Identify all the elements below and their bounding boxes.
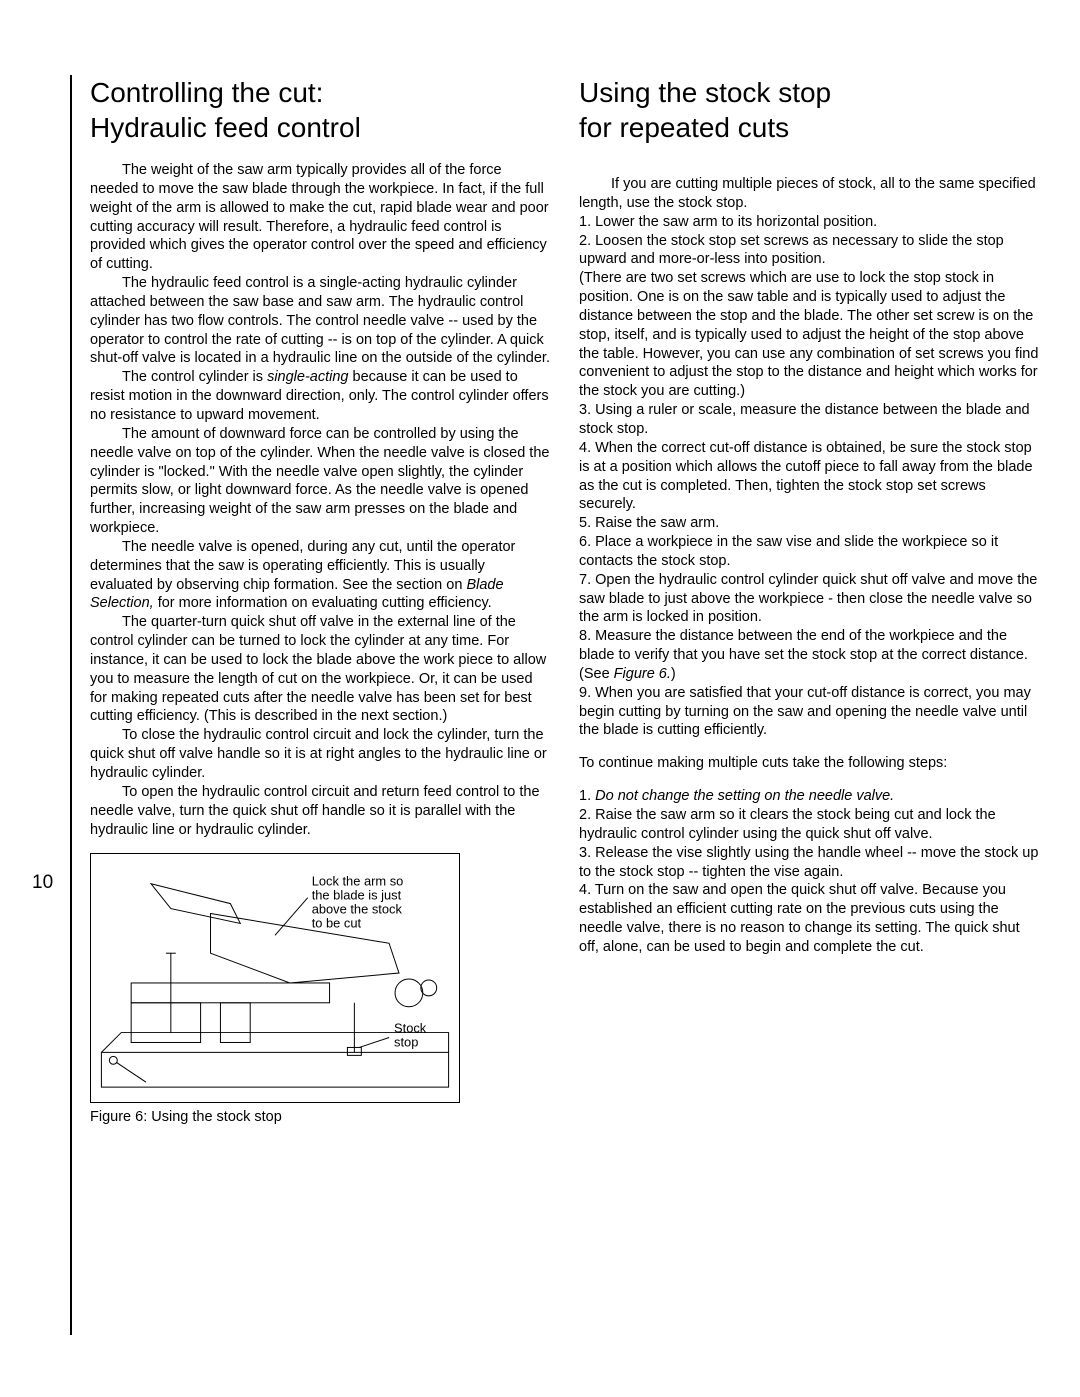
paragraph: To close the hydraulic control circuit a… [90, 726, 551, 783]
italic-text: single-acting [267, 369, 348, 385]
note-text: (There are two set screws which are use … [579, 269, 1040, 401]
figure-label: stop [394, 1035, 418, 1050]
two-column-layout: Controlling the cut: Hydraulic feed cont… [90, 75, 1040, 1125]
text-run: for more information on evaluating cutti… [154, 595, 492, 611]
list-item: 3. Release the vise slightly using the h… [579, 844, 1040, 882]
list-item: 4. When the correct cut-off distance is … [579, 439, 1040, 514]
paragraph: The hydraulic feed control is a single-a… [90, 274, 551, 368]
right-heading: Using the stock stop for repeated cuts [579, 75, 1040, 145]
list-item: 8. Measure the distance between the end … [579, 627, 1040, 684]
list-item: 2. Loosen the stock stop set screws as n… [579, 232, 1040, 270]
text-run: The needle valve is opened, during any c… [90, 539, 515, 593]
heading-line: Using the stock stop [579, 77, 831, 108]
list-item: 6. Place a workpiece in the saw vise and… [579, 533, 1040, 571]
paragraph: The weight of the saw arm typically prov… [90, 161, 551, 274]
figure-label: Lock the arm so [312, 874, 404, 889]
left-column: Controlling the cut: Hydraulic feed cont… [90, 75, 551, 1125]
list-item: 2. Raise the saw arm so it clears the st… [579, 806, 1040, 844]
list-item: 3. Using a ruler or scale, measure the d… [579, 401, 1040, 439]
list-item: 1. Do not change the setting on the need… [579, 787, 1040, 806]
figure-6-diagram: Lock the arm so the blade is just above … [90, 853, 460, 1103]
paragraph: If you are cutting multiple pieces of st… [579, 175, 1040, 213]
page-content: Controlling the cut: Hydraulic feed cont… [70, 75, 1040, 1335]
italic-text: Do not change the setting on the needle … [595, 788, 894, 804]
page-number: 10 [32, 872, 53, 894]
figure-label: Stock [394, 1021, 427, 1036]
list-item: 9. When you are satisfied that your cut-… [579, 684, 1040, 741]
text-run: 1. [579, 788, 595, 804]
heading-line: for repeated cuts [579, 112, 789, 143]
list-item: 5. Raise the saw arm. [579, 514, 1040, 533]
italic-text: Figure 6. [614, 666, 671, 682]
figure-caption: Figure 6: Using the stock stop [90, 1109, 460, 1125]
right-column: Using the stock stop for repeated cuts I… [579, 75, 1040, 1125]
left-heading: Controlling the cut: Hydraulic feed cont… [90, 75, 551, 145]
text-run: ) [671, 666, 676, 682]
paragraph: To continue making multiple cuts take th… [579, 754, 1040, 773]
figure-label: to be cut [312, 916, 362, 931]
heading-line: Controlling the cut: [90, 77, 323, 108]
text-run: The control cylinder is [122, 369, 267, 385]
paragraph: The needle valve is opened, during any c… [90, 538, 551, 613]
paragraph: The quarter-turn quick shut off valve in… [90, 613, 551, 726]
paragraph: To open the hydraulic control circuit an… [90, 783, 551, 840]
list-item: 1. Lower the saw arm to its horizontal p… [579, 213, 1040, 232]
list-item: 7. Open the hydraulic control cylinder q… [579, 571, 1040, 628]
paragraph: The amount of downward force can be cont… [90, 425, 551, 538]
figure-6: Lock the arm so the blade is just above … [90, 853, 460, 1125]
figure-label: the blade is just [312, 888, 402, 903]
figure-label: above the stock [312, 902, 403, 917]
list-item: 4. Turn on the saw and open the quick sh… [579, 881, 1040, 956]
heading-line: Hydraulic feed control [90, 112, 361, 143]
paragraph: The control cylinder is single-acting be… [90, 368, 551, 425]
